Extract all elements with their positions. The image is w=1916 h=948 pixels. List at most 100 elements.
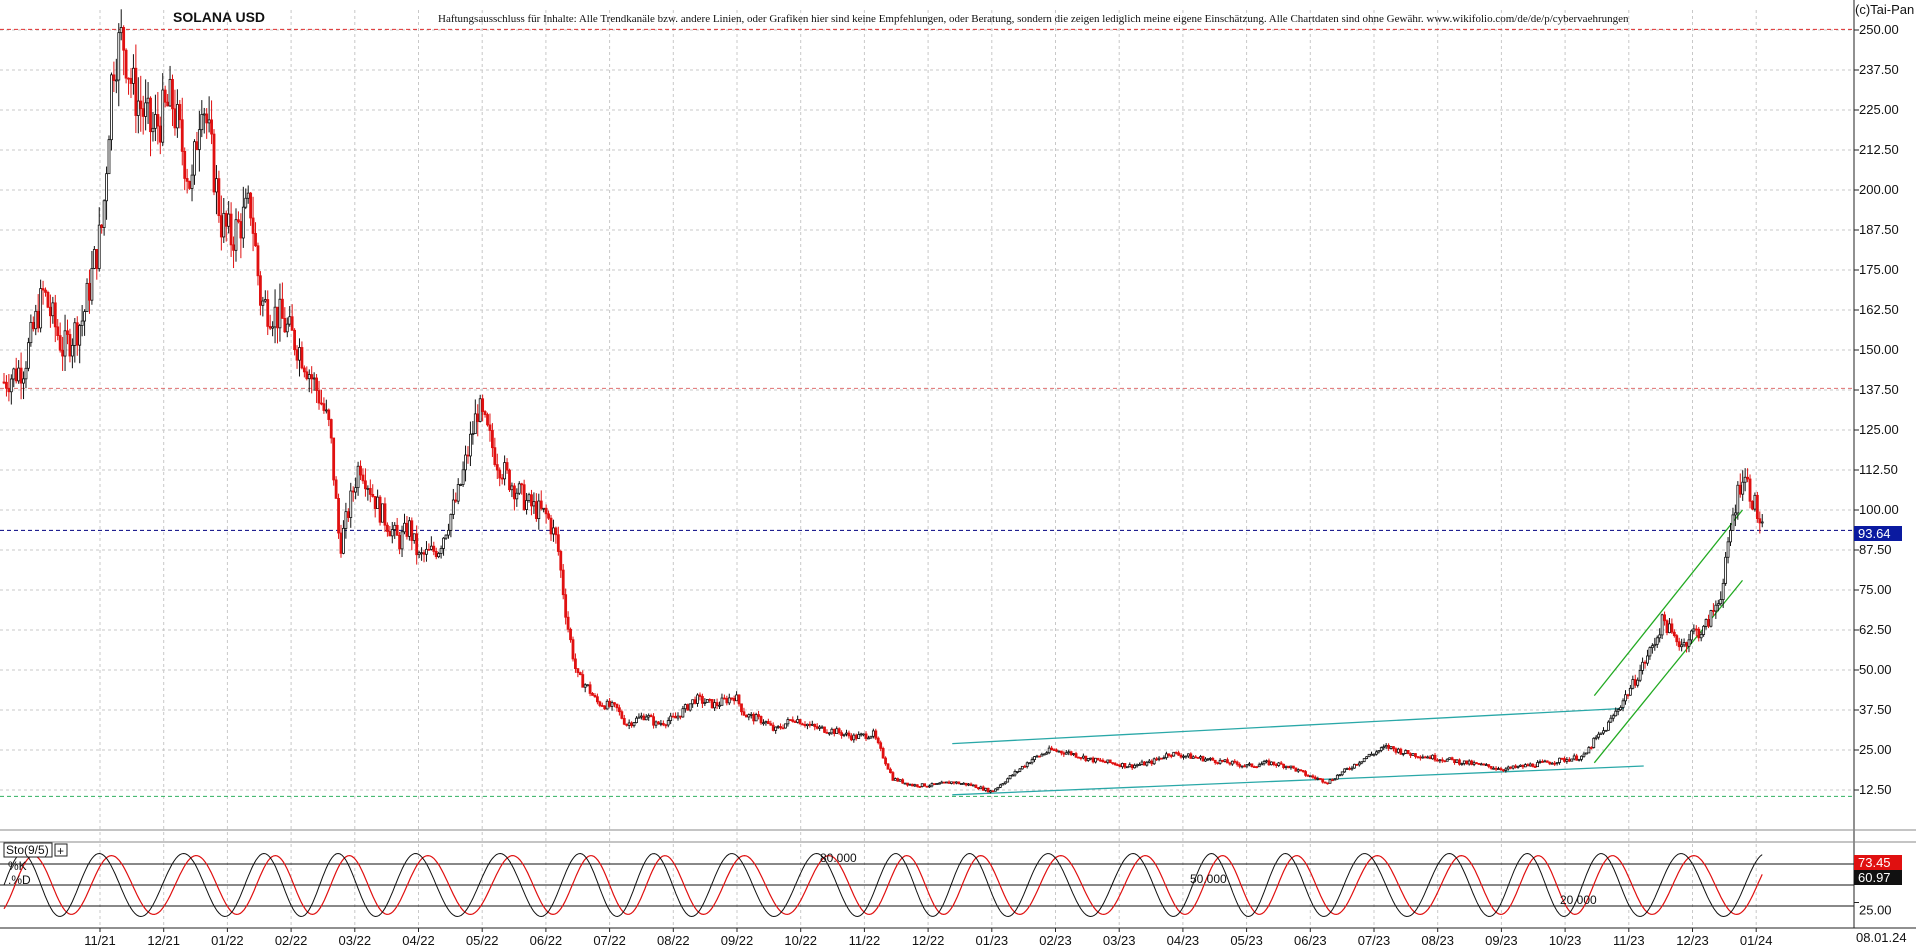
y-tick-label: 37.50 — [1859, 702, 1892, 717]
candle-body — [1362, 758, 1366, 763]
candle-body — [205, 113, 209, 124]
candle-body — [671, 715, 675, 718]
candle-body — [1367, 753, 1371, 758]
candle-body — [830, 728, 834, 734]
candle-body — [947, 781, 951, 784]
candle-body — [1316, 778, 1320, 780]
candle-body — [1592, 737, 1596, 748]
expand-panel-icon[interactable]: + — [57, 844, 64, 858]
candle-body — [1707, 619, 1710, 627]
x-tick-label: 12/21 — [147, 933, 180, 948]
candle-body — [483, 411, 487, 415]
candle-body — [1375, 751, 1378, 755]
candle-body — [813, 723, 817, 728]
candle-body — [439, 548, 443, 554]
candle-body — [293, 329, 296, 351]
candle-body — [596, 696, 599, 703]
candle-body — [1128, 764, 1132, 768]
candle-body — [1081, 755, 1085, 759]
candle-body — [1211, 757, 1215, 761]
candle-body — [1125, 766, 1129, 769]
candle-body — [537, 500, 541, 520]
candle-body — [1377, 750, 1381, 753]
candle-body — [403, 522, 406, 533]
candle-body — [1118, 764, 1122, 768]
candle-body — [349, 490, 353, 518]
candle-body — [1301, 770, 1305, 772]
candle-body — [625, 723, 629, 726]
candle-body — [862, 733, 865, 736]
oscillator-title: Sto(9/5) — [6, 843, 49, 857]
candle-body — [1025, 762, 1029, 767]
stochastic-panel — [0, 852, 1854, 918]
candle-body — [139, 100, 143, 110]
candle-body — [185, 178, 189, 182]
candle-body — [933, 783, 936, 786]
candle-body — [1567, 759, 1571, 762]
y-tick-label: 162.50 — [1859, 302, 1899, 317]
candle-body — [639, 715, 643, 718]
candle-body — [1233, 760, 1237, 763]
candle-body — [151, 127, 155, 133]
candle-body — [454, 499, 458, 502]
oscillator-markers: 73.45 60.97 — [1854, 855, 1902, 885]
candle-body — [793, 721, 797, 723]
candle-body — [195, 141, 199, 150]
x-tick-label: 10/22 — [784, 933, 817, 948]
candle-body — [1531, 763, 1535, 767]
candle-body — [1675, 635, 1679, 643]
candle-body — [957, 781, 961, 785]
candle-body — [998, 784, 1002, 788]
candle-body — [447, 529, 450, 536]
candle-body — [903, 782, 907, 785]
candle-body — [896, 778, 900, 782]
candle-body — [600, 705, 604, 707]
expand-panel-button[interactable] — [54, 843, 68, 857]
candle-body — [1074, 753, 1078, 758]
candle-body — [95, 249, 99, 269]
candle-body — [891, 772, 895, 781]
candle-body — [845, 732, 848, 735]
last-k-label: 73.45 — [1858, 855, 1891, 870]
candle-body — [881, 747, 885, 759]
candle-body — [1001, 783, 1005, 786]
candle-body — [632, 722, 636, 727]
candle-body — [1499, 768, 1503, 771]
candle-body — [635, 717, 638, 724]
candle-body — [1213, 759, 1217, 764]
y-tick-label: 87.50 — [1859, 542, 1892, 557]
candle-body — [808, 723, 812, 726]
candle-body — [1328, 779, 1332, 784]
candle-body — [122, 27, 126, 51]
candle-body — [1487, 764, 1491, 767]
candle-body — [969, 783, 973, 786]
candle-body — [1116, 764, 1119, 767]
candle-body — [676, 715, 680, 719]
candle-body — [83, 311, 86, 322]
candle-body — [112, 74, 116, 81]
candle-body — [569, 628, 572, 641]
candle-body — [9, 378, 13, 393]
x-tick-label: 09/23 — [1485, 933, 1518, 948]
candle-body — [1016, 770, 1019, 773]
candle-body — [720, 697, 724, 706]
candle-body — [1150, 760, 1154, 765]
candle-body — [66, 330, 69, 335]
candle-body — [766, 721, 770, 725]
candle-body — [1443, 760, 1447, 763]
candle-body — [1265, 760, 1268, 763]
candle-body — [7, 387, 11, 393]
candle-body — [1426, 756, 1430, 759]
candle-body — [183, 150, 187, 179]
candle-body — [911, 783, 914, 787]
candle-body — [1438, 759, 1442, 762]
candle-body — [107, 139, 111, 175]
candle-body — [571, 639, 575, 660]
candle-body — [239, 221, 243, 239]
candle-body — [556, 534, 560, 552]
candle-body — [1712, 610, 1715, 612]
candle-body — [390, 529, 394, 537]
candle-body — [578, 672, 582, 675]
candle-body — [58, 335, 62, 351]
candle-body — [669, 715, 673, 721]
